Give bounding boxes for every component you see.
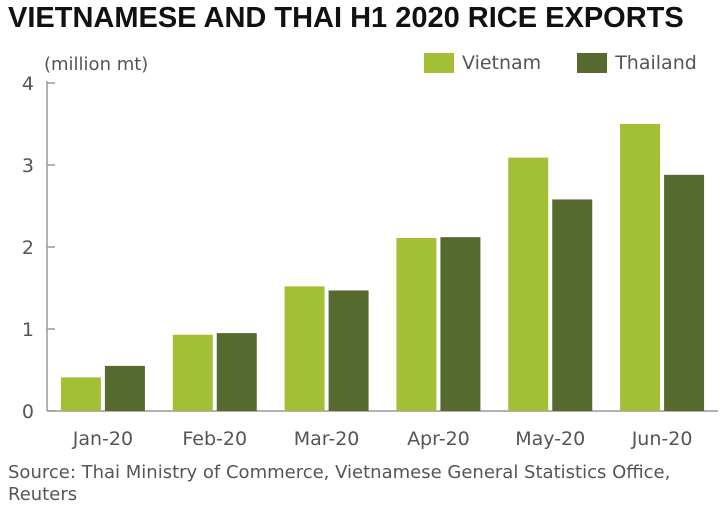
legend-swatch-vietnam <box>424 53 454 73</box>
legend-label-vietnam: Vietnam <box>462 52 542 74</box>
bar-chart: 0 1 2 3 4 Jan-20 Feb-20 Mar-20 Apr-20 May-20 Jun-2… <box>22 73 718 450</box>
legend-item-vietnam: Vietnam <box>424 52 541 74</box>
legend-item-thailand: Thailand <box>577 52 697 74</box>
x-tick-label-jan-20: Jan-20 <box>72 428 133 450</box>
y-tick-label-2: 2 <box>22 237 34 259</box>
x-tick-label-mar-20: Mar-20 <box>294 428 360 450</box>
x-tick-label-may-20: May-20 <box>515 428 585 450</box>
x-tick-label-apr-20: Apr-20 <box>407 428 470 450</box>
bar-vietnam-feb-20 <box>172 334 213 411</box>
legend-swatch-thailand <box>577 53 608 73</box>
bar-thailand-mar-20 <box>328 290 369 411</box>
bar-thailand-jun-20 <box>664 174 705 411</box>
bar-vietnam-mar-20 <box>284 286 325 411</box>
y-axis-unit-label: (million mt) <box>44 54 149 75</box>
y-tick-label-4: 4 <box>22 73 34 95</box>
bar-thailand-apr-20 <box>440 237 481 411</box>
legend: Vietnam Thailand <box>424 52 697 74</box>
bar-vietnam-jan-20 <box>60 377 101 411</box>
y-tick-label-1: 1 <box>22 319 34 341</box>
bar-thailand-feb-20 <box>216 333 257 411</box>
x-tick-label-feb-20: Feb-20 <box>182 428 247 450</box>
bar-vietnam-jun-20 <box>620 124 661 411</box>
legend-label-thailand: Thailand <box>615 52 697 74</box>
source-note: Source: Thai Ministry of Commerce, Vietn… <box>8 462 671 505</box>
bar-vietnam-may-20 <box>508 157 549 411</box>
y-tick-label-3: 3 <box>22 155 34 177</box>
bar-thailand-may-20 <box>552 199 593 411</box>
y-tick-label-0: 0 <box>22 401 34 423</box>
bar-vietnam-apr-20 <box>396 237 437 411</box>
chart-title: VIETNAMESE AND THAI H1 2020 RICE EXPORTS <box>8 2 684 34</box>
bar-thailand-jan-20 <box>104 365 145 411</box>
x-tick-label-jun-20: Jun-20 <box>631 428 693 450</box>
